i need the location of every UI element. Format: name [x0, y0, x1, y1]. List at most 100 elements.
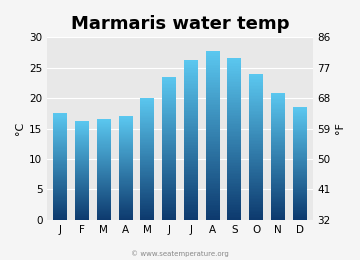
Bar	[53, 168, 67, 169]
Bar	[184, 146, 198, 148]
Bar	[75, 204, 89, 205]
Bar	[118, 202, 133, 203]
Bar	[271, 212, 285, 213]
Bar	[184, 173, 198, 175]
Bar	[118, 155, 133, 156]
Bar	[206, 61, 220, 63]
Bar	[206, 119, 220, 120]
Bar	[227, 110, 242, 111]
Bar	[118, 205, 133, 206]
Bar	[206, 151, 220, 152]
Bar	[118, 169, 133, 170]
Bar	[271, 164, 285, 165]
Bar	[184, 70, 198, 72]
Bar	[97, 134, 111, 135]
Bar	[53, 151, 67, 152]
Bar	[162, 106, 176, 107]
Bar	[162, 154, 176, 155]
Bar	[97, 165, 111, 166]
Bar	[271, 188, 285, 189]
Bar	[206, 159, 220, 161]
Bar	[53, 155, 67, 156]
Bar	[184, 151, 198, 153]
Bar	[118, 219, 133, 220]
Bar	[53, 172, 67, 173]
Bar	[249, 182, 263, 183]
Bar	[293, 159, 307, 160]
Bar	[118, 166, 133, 167]
Bar	[118, 178, 133, 179]
Bar	[162, 124, 176, 125]
Bar	[53, 173, 67, 174]
Bar	[293, 122, 307, 123]
Bar	[227, 166, 242, 168]
Bar	[249, 198, 263, 199]
Bar	[227, 204, 242, 205]
Bar	[140, 139, 154, 140]
Bar	[53, 116, 67, 118]
Bar	[271, 215, 285, 216]
Bar	[271, 193, 285, 194]
Bar	[140, 205, 154, 206]
Bar	[140, 143, 154, 144]
Bar	[227, 136, 242, 137]
Bar	[162, 81, 176, 83]
Bar	[53, 120, 67, 121]
Bar	[249, 191, 263, 192]
Bar	[293, 147, 307, 148]
Bar	[293, 113, 307, 114]
Bar	[206, 164, 220, 166]
Bar	[162, 176, 176, 177]
Bar	[293, 114, 307, 115]
Bar	[293, 202, 307, 203]
Bar	[97, 200, 111, 201]
Bar	[75, 129, 89, 131]
Bar	[97, 209, 111, 210]
Bar	[97, 166, 111, 167]
Bar	[118, 135, 133, 136]
Bar	[227, 129, 242, 131]
Bar	[97, 144, 111, 145]
Bar	[271, 144, 285, 145]
Bar	[140, 134, 154, 135]
Bar	[249, 131, 263, 133]
Bar	[227, 191, 242, 192]
Bar	[140, 176, 154, 177]
Bar	[293, 201, 307, 202]
Y-axis label: °C: °C	[15, 122, 25, 135]
Bar	[75, 205, 89, 206]
Bar	[184, 159, 198, 161]
Bar	[184, 73, 198, 75]
Bar	[162, 130, 176, 131]
Bar	[118, 160, 133, 161]
Bar	[75, 209, 89, 210]
Bar	[97, 122, 111, 124]
Bar	[140, 102, 154, 104]
Bar	[249, 217, 263, 218]
Bar	[97, 172, 111, 173]
Bar	[206, 75, 220, 77]
Bar	[271, 171, 285, 173]
Bar	[184, 204, 198, 205]
Bar	[249, 143, 263, 144]
Bar	[293, 216, 307, 217]
Bar	[227, 61, 242, 63]
Bar	[271, 127, 285, 128]
Bar	[53, 123, 67, 124]
Bar	[227, 171, 242, 173]
Bar	[162, 121, 176, 122]
Bar	[293, 109, 307, 110]
Bar	[53, 160, 67, 161]
Bar	[53, 213, 67, 214]
Bar	[249, 166, 263, 167]
Bar	[227, 152, 242, 153]
Bar	[271, 179, 285, 180]
Bar	[75, 173, 89, 174]
Bar	[118, 175, 133, 176]
Bar	[75, 144, 89, 145]
Bar	[293, 131, 307, 132]
Bar	[75, 199, 89, 200]
Bar	[227, 179, 242, 181]
Bar	[271, 174, 285, 175]
Bar	[118, 183, 133, 184]
